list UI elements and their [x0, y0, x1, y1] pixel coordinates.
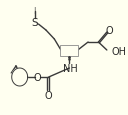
Text: S: S [31, 18, 38, 28]
Text: OH: OH [111, 47, 127, 56]
Text: |: | [34, 6, 36, 13]
FancyBboxPatch shape [60, 45, 78, 56]
Text: Abs: Abs [63, 48, 76, 54]
Polygon shape [12, 68, 28, 86]
Text: O: O [45, 90, 53, 100]
Text: O: O [106, 26, 114, 36]
Text: NH: NH [63, 63, 78, 73]
Text: O: O [34, 72, 41, 82]
